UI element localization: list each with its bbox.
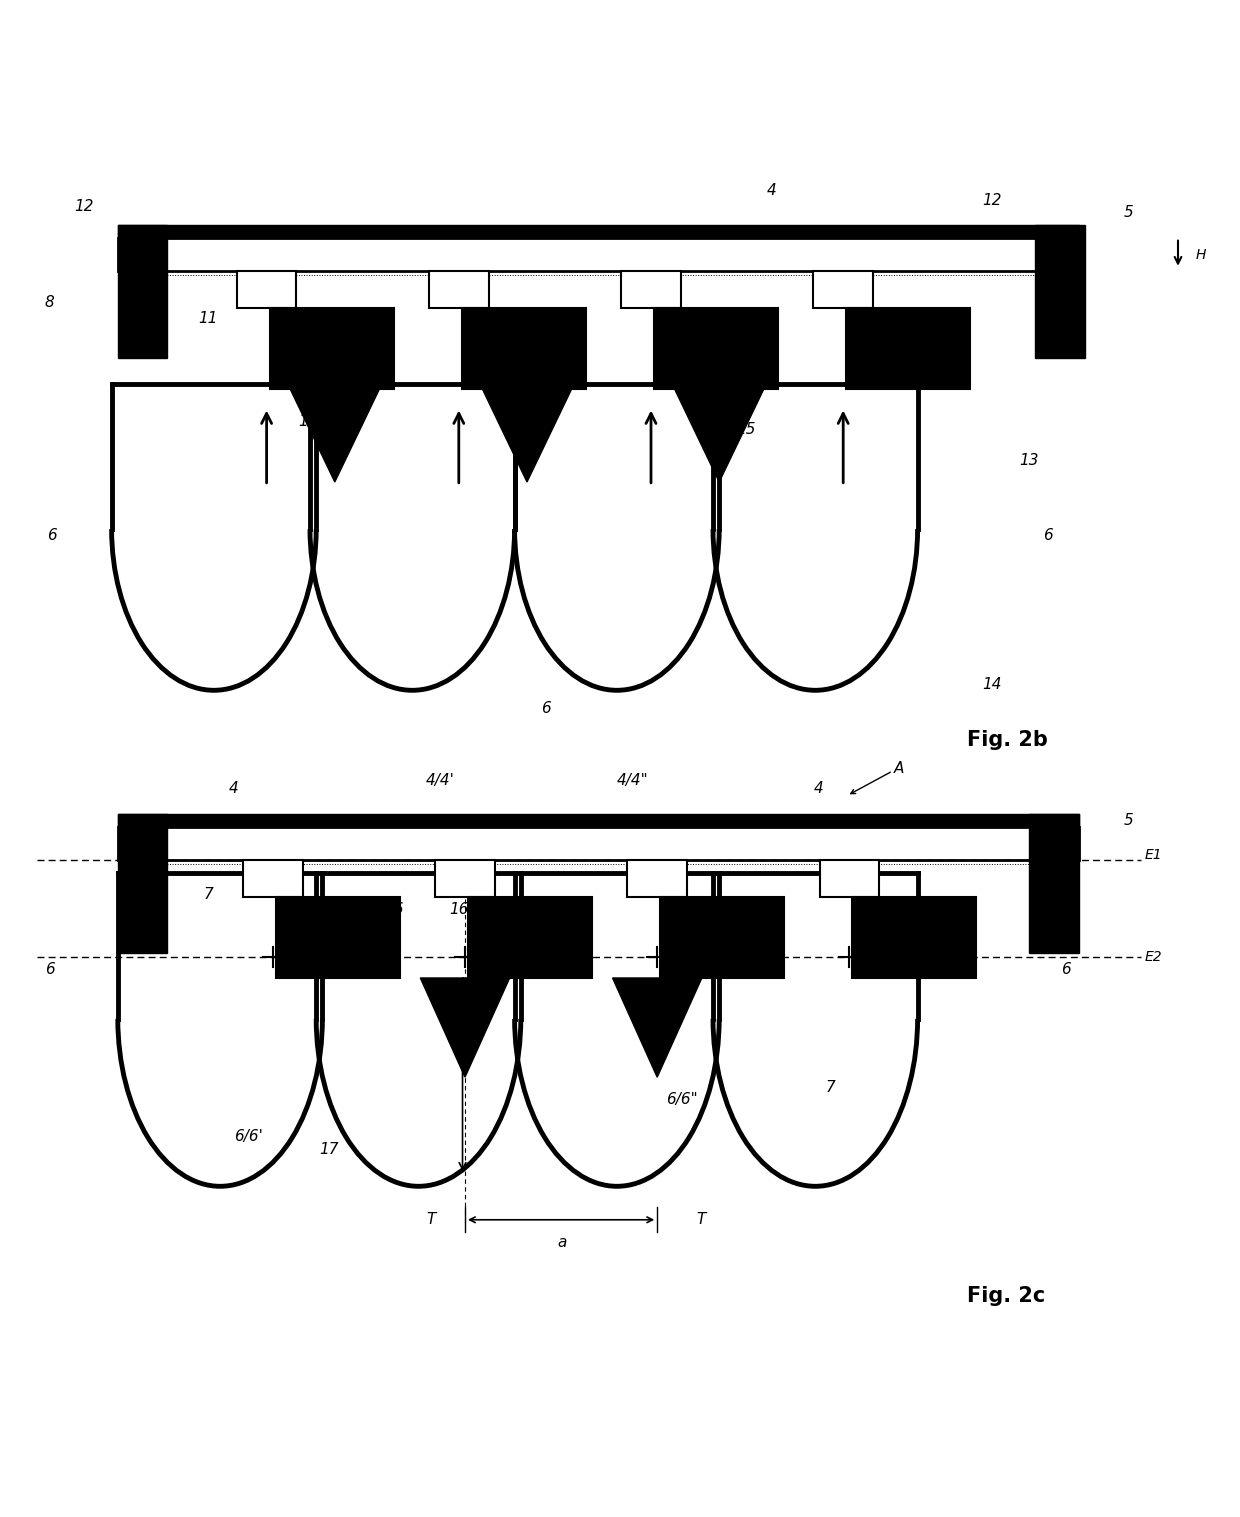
Text: 16: 16: [449, 903, 469, 918]
Polygon shape: [290, 388, 379, 482]
Bar: [435, 860, 495, 898]
Text: H: H: [1195, 249, 1205, 262]
Text: 6: 6: [1043, 528, 1053, 543]
Bar: [813, 272, 873, 308]
Text: 7: 7: [826, 1080, 836, 1095]
Text: 6: 6: [47, 528, 57, 543]
Text: Fig. 2b: Fig. 2b: [967, 730, 1048, 749]
Text: 6: 6: [541, 701, 551, 716]
Bar: [118, 827, 1079, 860]
Text: 4: 4: [228, 781, 238, 796]
Bar: [243, 860, 303, 898]
Bar: [820, 860, 879, 898]
Bar: [118, 815, 167, 953]
Text: T: T: [427, 1212, 436, 1227]
Text: 8: 8: [45, 294, 55, 309]
Text: 4/4': 4/4': [425, 774, 455, 789]
Text: 4: 4: [766, 184, 776, 199]
Text: 6: 6: [1061, 962, 1071, 977]
Bar: [621, 272, 681, 308]
Text: 12: 12: [982, 193, 1002, 208]
Text: 6: 6: [45, 962, 55, 977]
Text: 15: 15: [737, 422, 756, 437]
Polygon shape: [482, 388, 572, 482]
Bar: [461, 308, 585, 388]
Polygon shape: [613, 978, 702, 1077]
Bar: [1029, 815, 1079, 953]
Bar: [429, 272, 489, 308]
Bar: [118, 226, 167, 358]
Bar: [653, 308, 777, 388]
Text: 5: 5: [1123, 205, 1133, 220]
Bar: [467, 898, 591, 978]
Text: 12: 12: [74, 199, 94, 214]
Bar: [852, 898, 976, 978]
Text: a: a: [557, 1235, 567, 1250]
Text: E1: E1: [1145, 848, 1162, 862]
Polygon shape: [420, 978, 510, 1077]
Text: 7: 7: [684, 329, 694, 344]
Text: 11: 11: [895, 311, 915, 326]
Text: 7: 7: [203, 887, 213, 903]
Text: E2: E2: [1145, 950, 1162, 963]
Text: 5: 5: [1123, 813, 1133, 828]
Bar: [275, 898, 399, 978]
Text: 7: 7: [489, 329, 498, 344]
Text: 4: 4: [813, 781, 823, 796]
Text: 6/6': 6/6': [233, 1129, 263, 1144]
Text: 15: 15: [298, 414, 317, 429]
Text: 4/4": 4/4": [616, 774, 649, 789]
Text: Fig. 2c: Fig. 2c: [967, 1285, 1045, 1306]
Text: 13: 13: [1019, 454, 1039, 469]
Text: A: A: [894, 762, 904, 775]
Text: T: T: [696, 1212, 706, 1227]
Bar: [237, 272, 296, 308]
Text: 16: 16: [384, 903, 404, 918]
Bar: [846, 308, 970, 388]
Text: 14: 14: [982, 677, 1002, 692]
Bar: [660, 898, 784, 978]
Text: 17: 17: [319, 1142, 339, 1156]
Bar: [627, 860, 687, 898]
Polygon shape: [675, 388, 764, 482]
Text: 11: 11: [198, 311, 218, 326]
Text: 6/6": 6/6": [666, 1092, 698, 1107]
Bar: [1035, 226, 1085, 358]
Bar: [118, 238, 1079, 272]
Bar: [269, 308, 393, 388]
